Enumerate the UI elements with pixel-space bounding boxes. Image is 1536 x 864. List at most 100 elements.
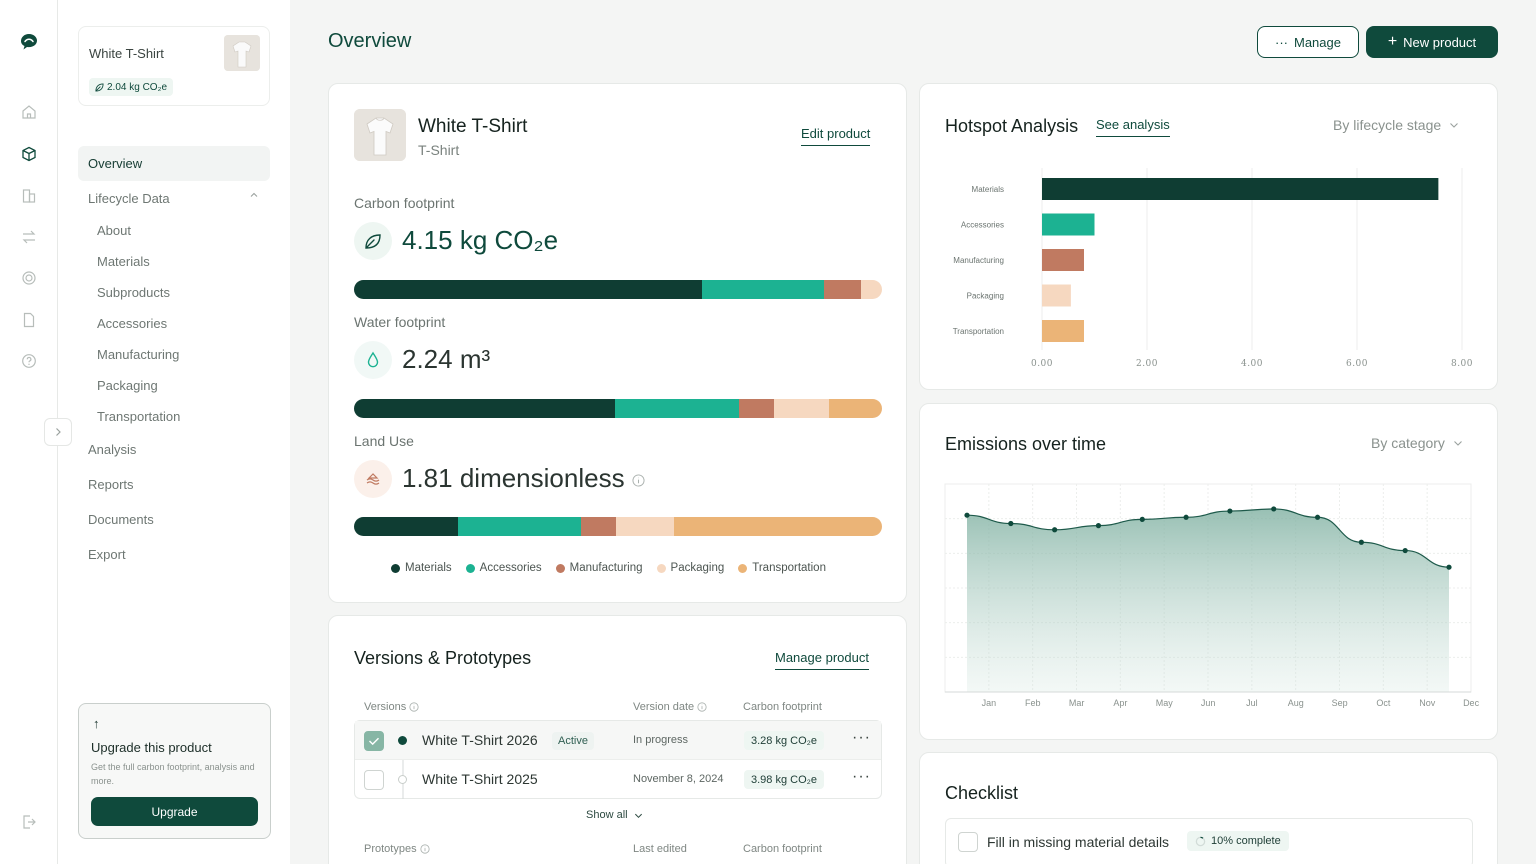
col-prototypes: Prototypes <box>364 843 430 855</box>
version-carbon-footprint: 3.28 kg CO₂e <box>744 731 825 750</box>
bar-segment-manufacturing <box>739 399 774 418</box>
edit-product-link[interactable]: Edit product <box>801 126 871 146</box>
nav-overview[interactable]: Overview <box>78 146 270 181</box>
data-point <box>1402 547 1408 554</box>
upgrade-button[interactable]: Upgrade <box>91 797 258 826</box>
upgrade-description: Get the full carbon footprint, analysis … <box>91 762 255 786</box>
manage-button[interactable]: ··· Manage <box>1257 26 1359 58</box>
table-row[interactable]: White T-Shirt 2025 November 8, 2024 3.98… <box>355 760 881 799</box>
product-switcher[interactable]: White T-Shirt 2.04 kg CO₂e <box>78 26 270 106</box>
versions-title: Versions & Prototypes <box>354 648 532 668</box>
data-point <box>1227 508 1233 514</box>
info-icon[interactable] <box>420 844 430 854</box>
nav-manufacturing[interactable]: Manufacturing <box>97 347 180 362</box>
data-point <box>1314 514 1321 520</box>
col-carbon-footprint: Carbon footprint <box>743 843 822 855</box>
footprint-legend: Materials Accessories Manufacturing Pack… <box>391 562 826 574</box>
legend-materials: Materials <box>391 562 452 574</box>
versions-card: Versions & Prototypes Manage product Ver… <box>328 615 907 864</box>
checklist-title: Checklist <box>945 783 1019 803</box>
row-checkbox[interactable] <box>364 770 384 790</box>
leaf-icon <box>95 82 104 92</box>
nav-transportation[interactable]: Transportation <box>97 409 181 424</box>
water-footprint-bar <box>354 399 882 418</box>
version-carbon-footprint: 3.98 kg CO₂e <box>744 770 825 789</box>
x-tick-label: Jul <box>1246 698 1258 708</box>
x-tick-label: 8.00 <box>1451 359 1473 369</box>
legend-transportation: Transportation <box>738 562 826 574</box>
nav-analysis[interactable]: Analysis <box>88 442 137 457</box>
help-icon[interactable] <box>19 351 39 371</box>
col-versions: Versions <box>364 701 419 713</box>
emissions-area <box>967 508 1449 692</box>
col-last-edited: Last edited <box>633 843 687 855</box>
new-product-button[interactable]: + New product <box>1366 26 1498 58</box>
document-icon[interactable] <box>19 310 39 330</box>
x-tick-label: Oct <box>1376 698 1391 708</box>
lifecycle-dropdown[interactable]: By lifecycle stage <box>1333 117 1459 133</box>
target-icon[interactable] <box>19 268 39 288</box>
logout-icon[interactable] <box>19 812 39 832</box>
product-thumbnail <box>224 35 260 71</box>
checklist-checkbox[interactable] <box>958 832 978 852</box>
home-icon[interactable] <box>19 102 39 122</box>
upgrade-card: ↑ Upgrade this product Get the full carb… <box>78 703 271 839</box>
cube-icon[interactable] <box>19 144 39 164</box>
info-icon[interactable] <box>409 702 419 712</box>
nav-packaging[interactable]: Packaging <box>97 378 158 393</box>
data-point <box>1052 527 1058 533</box>
transfer-icon[interactable] <box>19 227 39 247</box>
table-row[interactable]: White T-Shirt 2026 Active In progress 3.… <box>355 721 881 760</box>
nav-accessories[interactable]: Accessories <box>97 316 168 331</box>
checklist-item[interactable]: Fill in missing material details 10% com… <box>945 818 1473 864</box>
land-use-label: Land Use <box>354 433 414 449</box>
progress-badge: 10% complete <box>1187 831 1289 851</box>
arrow-up-icon: ↑ <box>93 716 100 731</box>
bar-segment-transportation <box>829 399 882 418</box>
x-tick-label: Jan <box>982 698 997 708</box>
manage-product-link[interactable]: Manage product <box>775 650 869 670</box>
bar-segment-packaging <box>860 280 882 299</box>
category-dropdown[interactable]: By category <box>1371 435 1463 451</box>
x-tick-label: Nov <box>1419 698 1436 708</box>
water-drop-icon <box>354 341 392 379</box>
x-tick-label: Aug <box>1288 698 1304 708</box>
progress-ring-icon <box>1195 836 1206 846</box>
data-point <box>1446 564 1452 570</box>
building-icon[interactable] <box>19 186 39 206</box>
show-all-button[interactable]: Show all <box>586 809 643 821</box>
nav-materials[interactable]: Materials <box>97 254 150 269</box>
row-menu-icon[interactable]: ··· <box>852 768 871 785</box>
data-point <box>1271 506 1277 512</box>
nav-about[interactable]: About <box>97 223 131 238</box>
timeline-dot <box>398 736 407 745</box>
carbon-footprint-label: Carbon footprint <box>354 195 455 211</box>
sidebar-product-co2-badge: 2.04 kg CO₂e <box>89 78 174 96</box>
version-name: White T-Shirt 2026 <box>422 732 538 748</box>
brand-logo-icon[interactable] <box>19 32 39 52</box>
sidebar-collapse-button[interactable] <box>44 418 72 446</box>
bar-segment-materials <box>354 399 616 418</box>
nav-documents[interactable]: Documents <box>88 512 154 527</box>
land-use-value: 1.81 dimensionless <box>402 463 645 494</box>
plus-icon: + <box>1387 33 1398 50</box>
hotspot-card: Hotspot Analysis See analysis By lifecyc… <box>919 83 1498 390</box>
bar-segment-accessories <box>458 517 582 536</box>
water-footprint-value: 2.24 m³ <box>402 344 491 374</box>
chevron-down-icon <box>1450 123 1459 128</box>
carbon-footprint-bar <box>354 280 882 299</box>
nav-export[interactable]: Export <box>88 547 126 562</box>
info-icon[interactable] <box>632 474 645 487</box>
x-tick-label: Jun <box>1201 698 1216 708</box>
nav-lifecycle-data[interactable]: Lifecycle Data <box>78 181 270 215</box>
data-point <box>1095 523 1102 529</box>
nav-subproducts[interactable]: Subproducts <box>97 285 170 300</box>
hotspot-chart: 0.00 2.00 4.00 6.00 8.00 Materials Accessories… <box>953 168 1473 369</box>
row-checkbox[interactable] <box>364 731 384 751</box>
info-icon[interactable] <box>697 702 707 712</box>
row-menu-icon[interactable]: ··· <box>852 729 871 746</box>
nav-reports[interactable]: Reports <box>88 477 134 492</box>
see-analysis-link[interactable]: See analysis <box>1096 117 1170 137</box>
sidebar-product-name: White T-Shirt <box>89 46 164 61</box>
chevron-down-icon <box>634 813 642 818</box>
